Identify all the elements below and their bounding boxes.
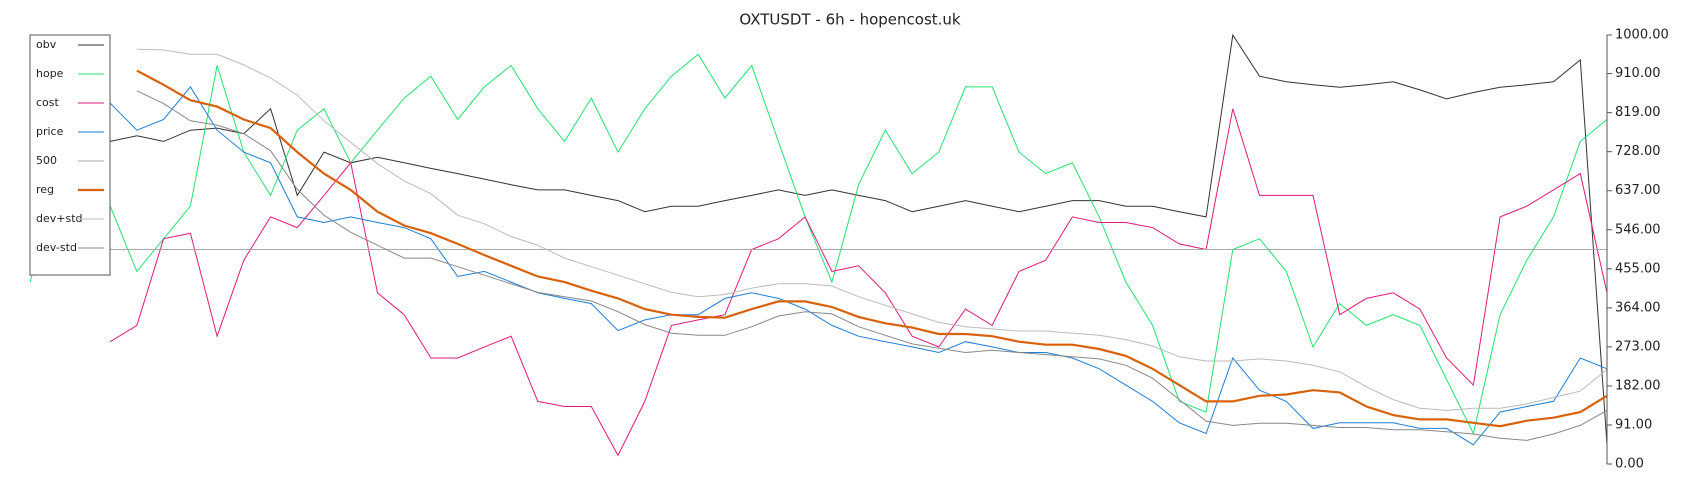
y-tick-label: 0.00	[1615, 457, 1644, 472]
legend-label: 500	[36, 154, 57, 167]
y-tick-label: 455.00	[1615, 261, 1661, 276]
series-line	[29, 33, 1608, 445]
series-line	[136, 90, 1608, 441]
y-tick-label: 182.00	[1615, 378, 1661, 393]
legend-label: dev+std	[36, 212, 83, 225]
y-tick-label: 637.00	[1615, 183, 1661, 198]
legend-box	[29, 34, 111, 276]
y-tick-label: 364.00	[1615, 300, 1661, 315]
y-tick-label: 728.00	[1615, 144, 1661, 159]
y-tick-label: 546.00	[1615, 222, 1661, 237]
legend-label: cost	[36, 96, 60, 109]
series-line	[109, 108, 1608, 457]
series-line	[29, 86, 1608, 446]
legend-label: reg	[36, 183, 54, 196]
y-tick-label: 910.00	[1615, 66, 1661, 81]
y-tick-label: 273.00	[1615, 339, 1661, 354]
y-tick-label: 91.00	[1615, 417, 1652, 432]
legend-label: hope	[36, 67, 64, 80]
y-tick-label: 819.00	[1615, 105, 1661, 120]
series-line	[136, 48, 1608, 411]
y-tick-label: 1000.00	[1615, 28, 1669, 43]
chart-title: OXTUSDT - 6h - hopencost.uk	[739, 11, 961, 29]
legend-label: obv	[36, 38, 57, 51]
legend-label: price	[36, 125, 64, 138]
legend-label: dev-std	[36, 241, 77, 254]
series-line	[136, 69, 1608, 428]
